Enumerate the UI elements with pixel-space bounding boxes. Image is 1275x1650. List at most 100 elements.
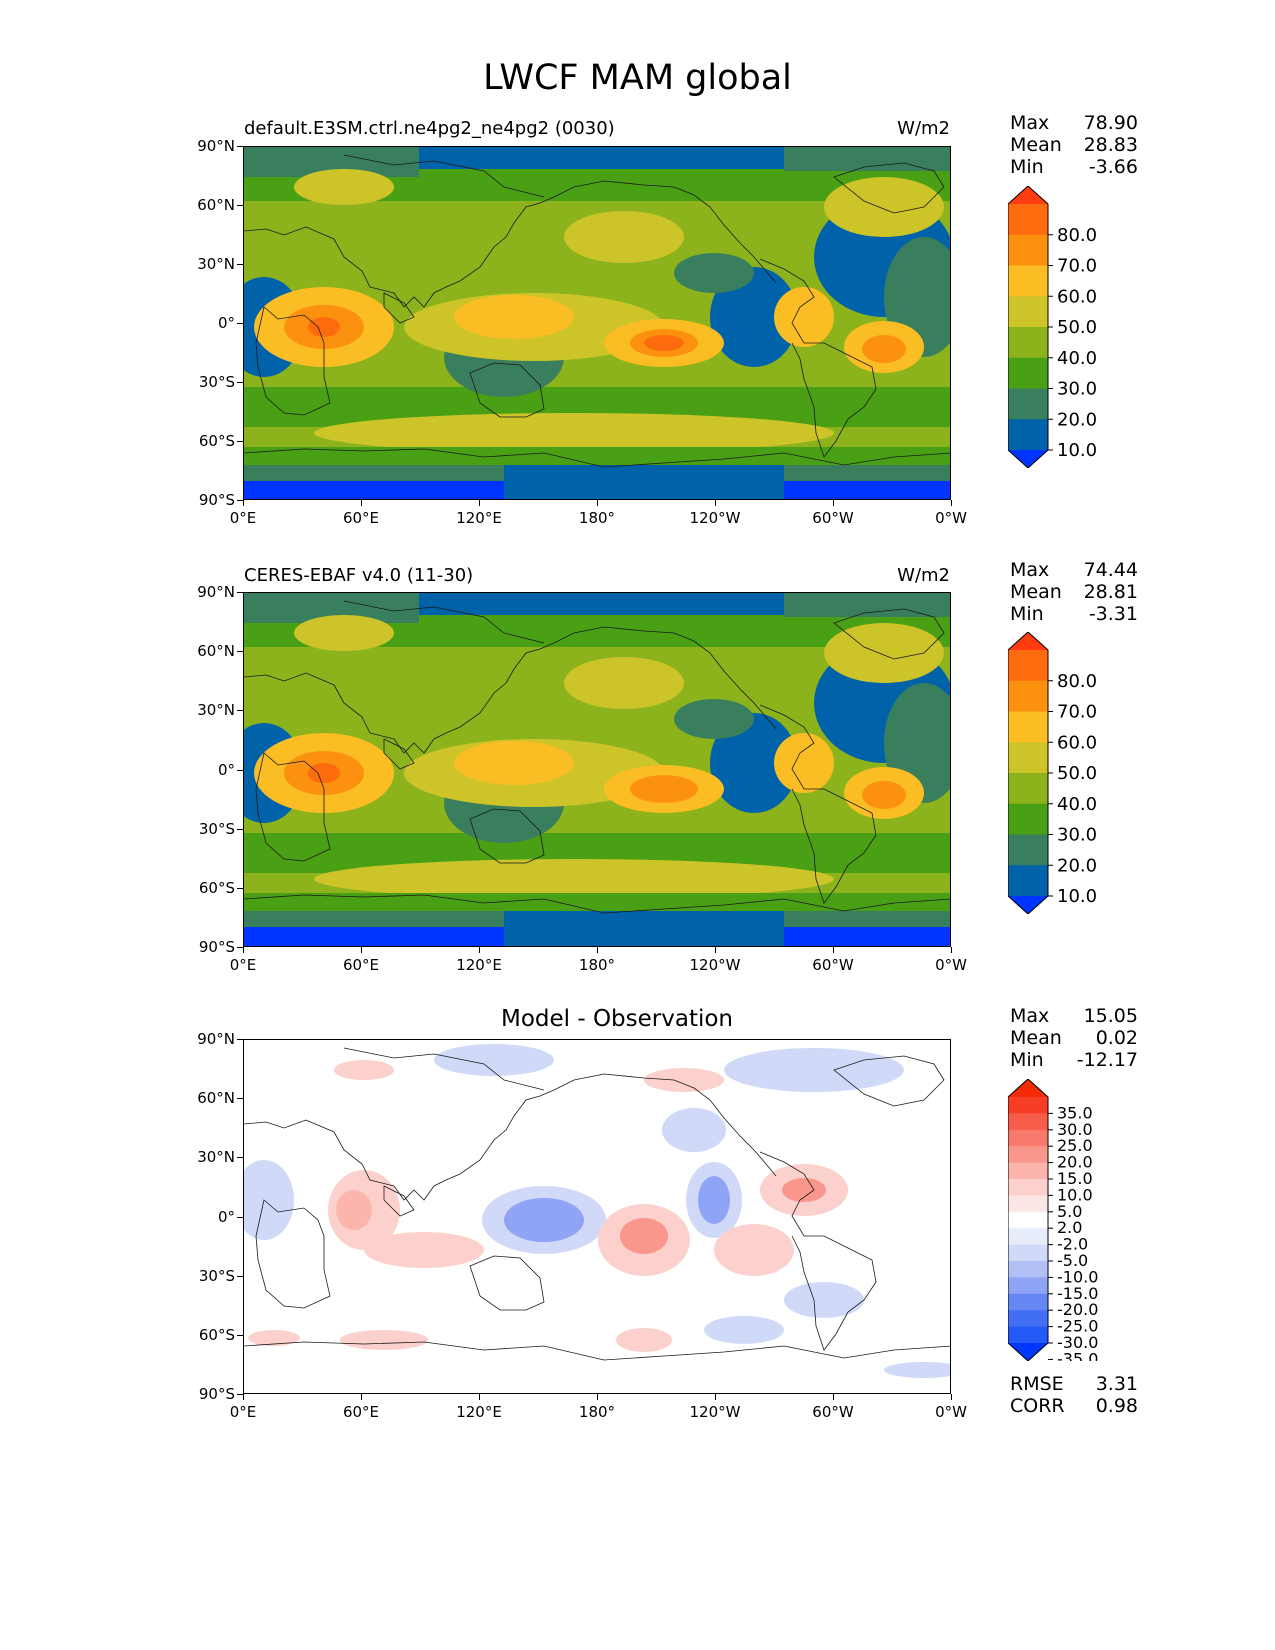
amazon-convection-core bbox=[862, 781, 906, 809]
y-tick-mark bbox=[237, 382, 243, 383]
colorbar-extend-min bbox=[1008, 450, 1048, 468]
north-atlantic-cloud-region bbox=[824, 177, 944, 237]
north-pacific-dry-region bbox=[674, 699, 754, 739]
colorbar-segment bbox=[1008, 1179, 1048, 1196]
coastline bbox=[469, 1255, 545, 1311]
stat-max: Max 15.05 bbox=[1010, 1005, 1138, 1027]
panel3-difference-map bbox=[243, 1039, 951, 1394]
southern-storm-track bbox=[314, 413, 834, 453]
x-tick-label: 120°E bbox=[456, 509, 502, 527]
map-field bbox=[244, 1040, 950, 1393]
map-field bbox=[244, 147, 950, 499]
colorbar-segment bbox=[1008, 327, 1048, 359]
coastline bbox=[244, 894, 950, 914]
negative-anomaly-region bbox=[704, 1316, 784, 1344]
arctic-pacific-region bbox=[419, 147, 784, 169]
coastline bbox=[833, 162, 945, 214]
colorbar-svg: 35.030.025.020.015.010.05.02.0-2.0-5.0-1… bbox=[1007, 1078, 1098, 1368]
colorbar-segment bbox=[1008, 419, 1048, 451]
x-tick-mark bbox=[951, 500, 952, 506]
positive-anomaly-region bbox=[248, 1330, 300, 1346]
y-tick-mark bbox=[237, 205, 243, 206]
north-pacific-cloud-region bbox=[564, 657, 684, 709]
y-tick-mark bbox=[237, 1216, 243, 1218]
colorbar-tick-label: 2.0 bbox=[1057, 1218, 1082, 1237]
colorbar-segment bbox=[1008, 1211, 1048, 1229]
colorbar-segment bbox=[1008, 803, 1048, 836]
colorbar-tick-label: 15.0 bbox=[1057, 1169, 1093, 1188]
coastline bbox=[759, 258, 877, 458]
pacific-convection-peak bbox=[644, 335, 684, 351]
y-tick-label: 0° bbox=[217, 314, 235, 332]
x-tick-label: 0°E bbox=[229, 956, 257, 974]
y-tick-mark bbox=[237, 592, 243, 593]
y-tick-label: 90°S bbox=[198, 1385, 235, 1403]
positive-anomaly-core bbox=[620, 1218, 668, 1254]
x-tick-mark bbox=[833, 947, 834, 953]
negative-anomaly-region bbox=[434, 1044, 554, 1076]
antarctica-pacific-sector bbox=[504, 465, 784, 499]
positive-anomaly-region bbox=[644, 1068, 724, 1092]
y-tick-label: 0° bbox=[217, 1207, 235, 1226]
africa-convection-peak bbox=[308, 763, 340, 783]
coastline bbox=[244, 180, 777, 308]
x-tick-mark bbox=[951, 947, 952, 953]
maritime-continent-convection bbox=[454, 295, 574, 339]
x-tick-mark bbox=[361, 500, 362, 506]
y-tick-mark bbox=[237, 769, 243, 771]
x-tick-label: 180° bbox=[578, 1403, 616, 1421]
stat-mean: Mean 28.81 bbox=[1010, 581, 1138, 603]
north-pacific-cloud-region bbox=[564, 211, 684, 263]
colorbar-segment bbox=[1008, 711, 1048, 743]
negative-anomaly-region bbox=[724, 1048, 904, 1092]
colorbar-segment bbox=[1008, 204, 1048, 236]
y-tick-label: 30°N bbox=[197, 255, 235, 273]
panel3-colorbar: 35.0 30.0 25.0 20.0 15.0 10.0 5.0 2.0 -2.0 -5.0 -1… bbox=[1007, 1078, 1148, 1368]
y-tick-mark bbox=[237, 828, 243, 830]
x-tick-label: 60°W bbox=[812, 1403, 854, 1421]
colorbar-segment bbox=[1008, 234, 1048, 267]
amazon-convection-core bbox=[862, 335, 906, 363]
y-tick-label: 60°N bbox=[197, 1089, 235, 1108]
x-tick-mark bbox=[479, 1394, 480, 1400]
maritime-continent-convection bbox=[454, 741, 574, 785]
colorbar-tick-label: -30.0 bbox=[1057, 1333, 1098, 1352]
x-tick-mark bbox=[243, 1394, 244, 1400]
colorbar-tick-label: 50.0 bbox=[1057, 317, 1097, 338]
x-tick-label: 0°W bbox=[935, 509, 967, 527]
pacific-convection-core bbox=[630, 775, 698, 803]
colorbar-tick-label: 20.0 bbox=[1057, 409, 1097, 430]
colorbar-tick-label: 10.0 bbox=[1057, 440, 1097, 461]
north-atlantic-cloud-region bbox=[824, 623, 944, 683]
panel2-title: CERES-EBAF v4.0 (11-30) bbox=[244, 565, 474, 586]
y-tick-label: 0° bbox=[217, 760, 235, 779]
positive-anomaly-core bbox=[782, 1178, 826, 1202]
colorbar-segment bbox=[1008, 296, 1048, 328]
x-tick-mark bbox=[833, 500, 834, 506]
colorbar-tick-label: 25.0 bbox=[1057, 1136, 1093, 1155]
y-tick-label: 30°N bbox=[197, 701, 235, 720]
coastline bbox=[255, 752, 331, 862]
panel3-title: Model - Observation bbox=[500, 1006, 734, 1032]
x-tick-label: 60°E bbox=[342, 509, 380, 527]
coastline bbox=[343, 1047, 545, 1091]
x-tick-mark bbox=[597, 947, 598, 953]
y-tick-label: 90°S bbox=[198, 491, 235, 509]
stat-rmse: RMSE 3.31 bbox=[1010, 1373, 1138, 1395]
y-tick-mark bbox=[237, 947, 243, 948]
stat-max: Max 78.90 bbox=[1010, 112, 1138, 134]
northern-cloud-region bbox=[294, 169, 394, 205]
coastline bbox=[255, 1199, 331, 1309]
panel2-observation-map bbox=[243, 592, 951, 947]
x-tick-mark bbox=[479, 500, 480, 506]
coastline bbox=[244, 1341, 950, 1361]
stat-corr: CORR 0.98 bbox=[1010, 1395, 1138, 1417]
x-tick-mark bbox=[243, 500, 244, 506]
coastline bbox=[255, 306, 331, 416]
antarctica-pacific-sector bbox=[504, 911, 784, 946]
coastline bbox=[833, 1055, 945, 1107]
colorbar-tick-label: -20.0 bbox=[1057, 1300, 1098, 1319]
colorbar-segment bbox=[1008, 1228, 1048, 1246]
southern-storm-track bbox=[314, 859, 834, 899]
y-tick-mark bbox=[237, 887, 243, 889]
